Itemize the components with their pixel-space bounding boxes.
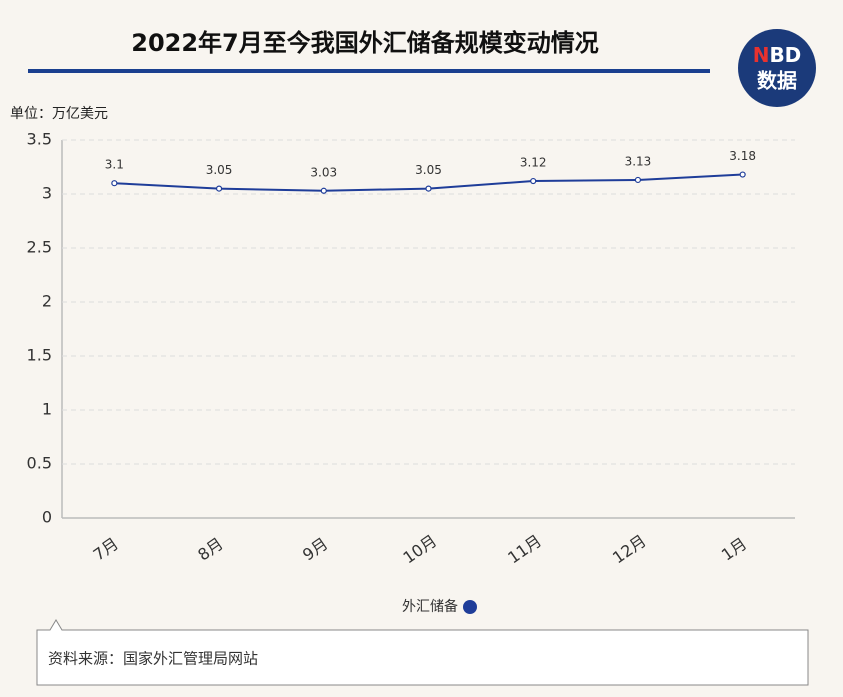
y-tick-label: 2: [42, 292, 52, 311]
y-axis-unit: 单位：万亿美元: [10, 106, 108, 122]
data-label: 3.03: [310, 165, 337, 179]
logo-bottom: 数据: [757, 69, 797, 93]
data-label: 3.12: [520, 156, 547, 170]
legend-swatch: [463, 600, 477, 614]
data-label: 3.05: [415, 163, 442, 177]
data-point: [215, 185, 223, 192]
logo-top: NBD: [753, 43, 802, 67]
y-tick-label: 3.5: [27, 130, 52, 149]
data-label: 3.05: [206, 163, 233, 177]
source-box: [36, 619, 809, 686]
y-tick-label: 1: [42, 400, 52, 419]
y-tick-label: 0.5: [27, 454, 52, 473]
data-point: [530, 177, 537, 185]
y-tick-label: 1.5: [27, 346, 52, 365]
chart-title: 2022年7月至今我国外汇储备规模变动情况: [131, 29, 599, 57]
y-tick-label: 0: [42, 508, 52, 527]
title-underline: [28, 69, 710, 73]
data-point: [111, 180, 118, 187]
data-point: [739, 171, 746, 178]
y-tick-label: 3: [42, 184, 52, 203]
data-label: 3.13: [625, 154, 652, 168]
legend-label: 外汇储备: [402, 598, 458, 615]
data-label: 3.1: [105, 158, 124, 172]
data-label: 3.18: [729, 149, 756, 163]
data-point: [320, 187, 327, 194]
data-point: [634, 176, 642, 184]
data-point: [425, 185, 432, 192]
y-tick-label: 2.5: [27, 238, 52, 257]
logo-badge: [738, 29, 816, 107]
source: 资料来源：国家外汇管理局网站: [48, 650, 258, 668]
